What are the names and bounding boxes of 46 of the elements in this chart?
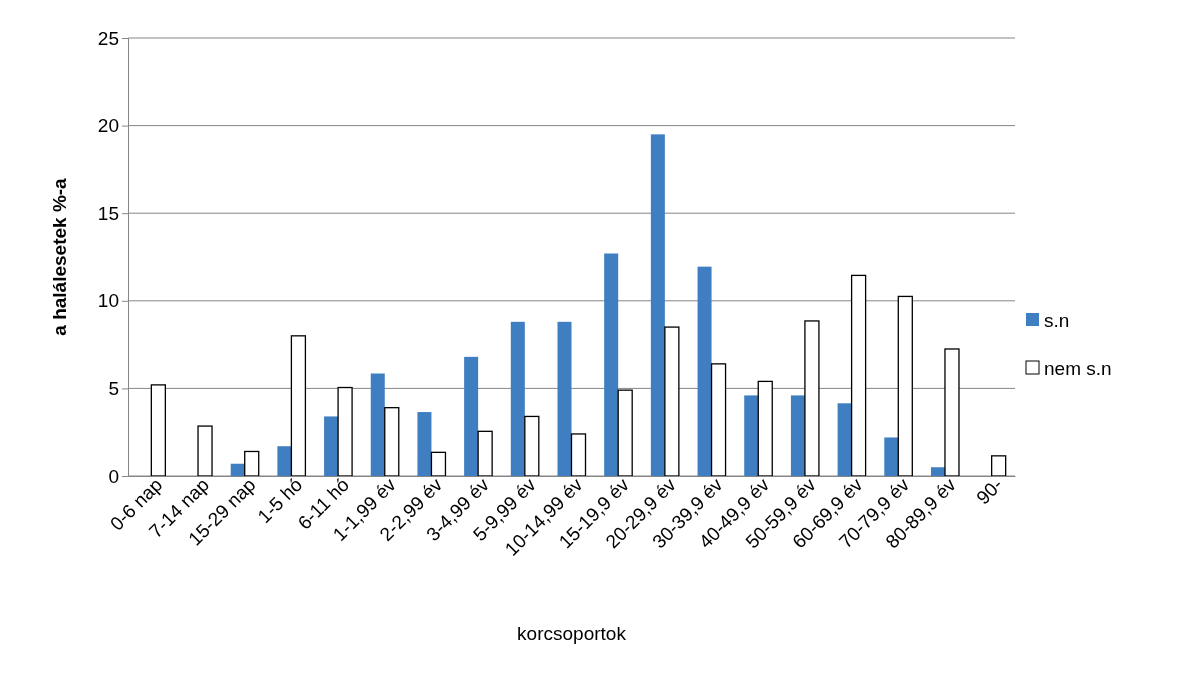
bar: [884, 437, 899, 476]
y-axis-title: a halálesetek %-a: [49, 177, 70, 336]
bar: [617, 389, 633, 477]
bar: [710, 363, 727, 477]
bar: [277, 446, 292, 476]
bar: [930, 467, 945, 476]
bar: [477, 430, 493, 477]
bar: [850, 274, 867, 477]
bar: [510, 321, 525, 476]
bar: [790, 395, 805, 476]
bar: [944, 348, 960, 477]
x-tick-label: 90-: [972, 474, 1007, 509]
bar: [370, 373, 385, 476]
bar: [570, 433, 587, 477]
bar: [337, 386, 353, 477]
legend-label: nem s.n: [1044, 358, 1112, 379]
bar: [430, 451, 447, 477]
bar: [604, 253, 619, 476]
bar: [244, 450, 260, 477]
legend-label: s.n: [1044, 310, 1070, 331]
bar: [417, 412, 432, 476]
bar: [837, 403, 852, 476]
bar: [744, 395, 759, 476]
bar: [650, 134, 665, 476]
y-tick-label: 10: [97, 290, 119, 312]
y-tick-label: 25: [97, 27, 119, 49]
bar: [197, 425, 213, 477]
bar: [697, 266, 712, 476]
bar: [524, 415, 540, 477]
y-tick-label: 5: [108, 377, 119, 399]
bar: [230, 463, 245, 476]
bar: [804, 320, 820, 477]
bar: [290, 335, 307, 477]
y-tick-label: 15: [97, 202, 119, 224]
y-tick-label: 20: [97, 115, 119, 137]
bar: [991, 455, 1007, 477]
x-axis-title: korcsoportok: [517, 623, 627, 644]
bar: [757, 380, 773, 477]
bar: [384, 407, 400, 477]
bar: [664, 326, 680, 477]
bar: [464, 356, 479, 476]
y-tick-label: 0: [108, 465, 119, 487]
bar: [557, 321, 572, 476]
bar: [324, 416, 339, 476]
bar: [897, 295, 913, 477]
bar: [150, 384, 166, 477]
